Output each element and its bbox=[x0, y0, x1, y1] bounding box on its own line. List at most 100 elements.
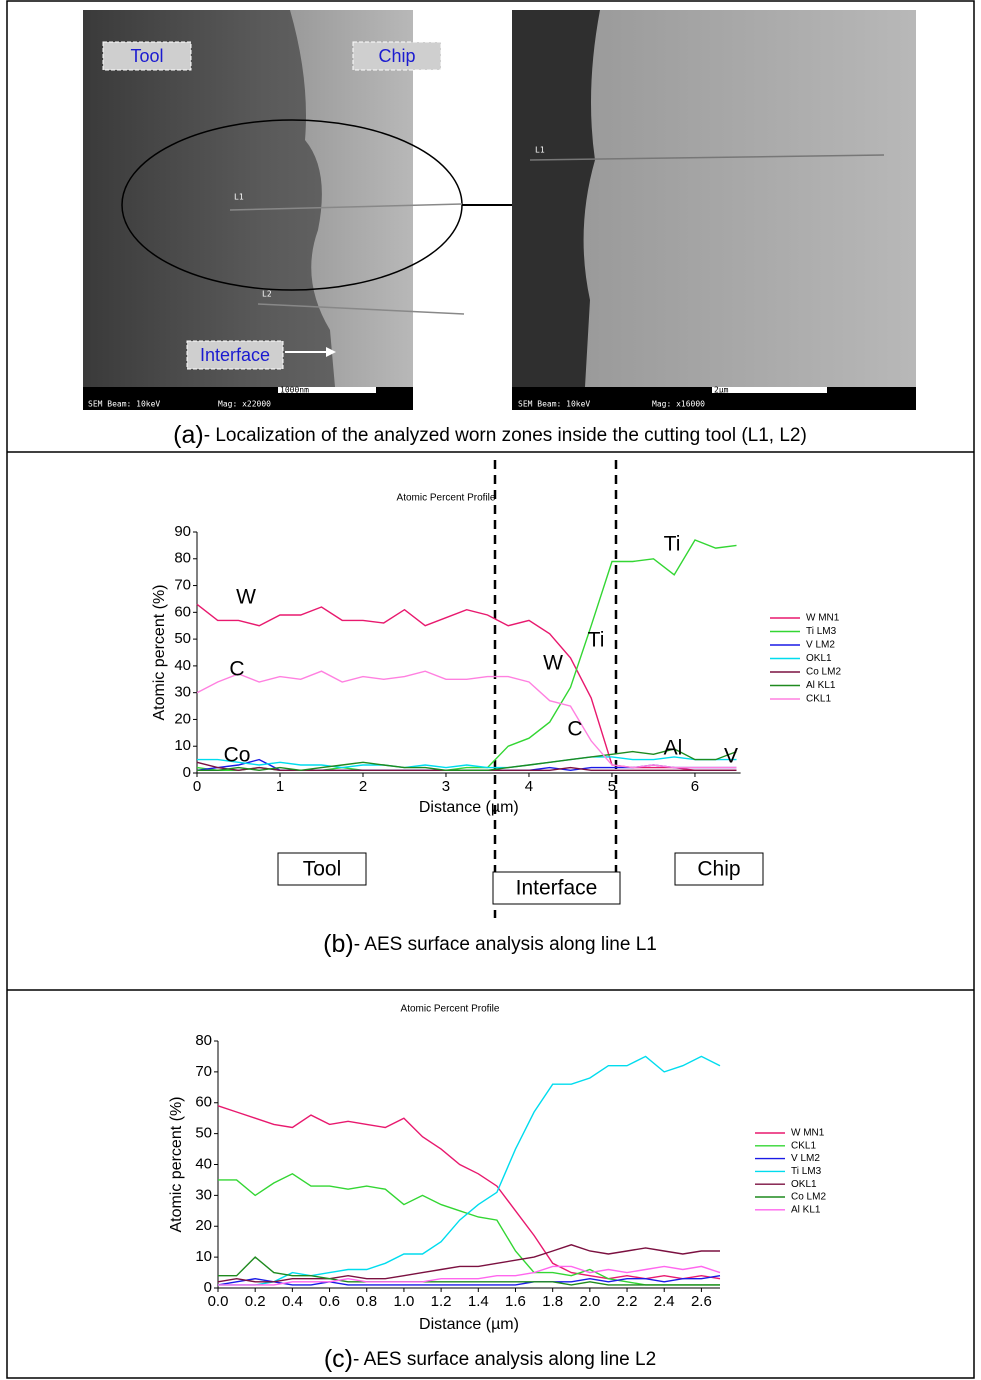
x-tick-label: 2 bbox=[359, 778, 367, 795]
caption: (a)- Localization of the analyzed worn z… bbox=[173, 421, 807, 449]
x-tick-label: 4 bbox=[525, 778, 533, 795]
x-tick-label: 2.2 bbox=[617, 1293, 638, 1310]
legend-label: Co LM2 bbox=[791, 1192, 826, 1203]
label-tool: Tool bbox=[130, 46, 163, 66]
x-tick-label: 0 bbox=[193, 778, 201, 795]
x-tick-label: 5 bbox=[608, 778, 616, 795]
legend-label: V LM2 bbox=[806, 640, 835, 651]
annotation: V bbox=[724, 745, 738, 768]
annotation: Co bbox=[224, 744, 251, 767]
y-tick-label: 30 bbox=[195, 1186, 212, 1203]
sem-scale: 1000nm bbox=[280, 386, 309, 395]
x-tick-label: 0.8 bbox=[356, 1293, 377, 1310]
annotation: W bbox=[543, 652, 563, 675]
y-tick-label: 40 bbox=[174, 657, 191, 674]
region-box bbox=[674, 852, 764, 886]
legend-label: OKL1 bbox=[806, 653, 832, 664]
sem-image-right bbox=[512, 10, 916, 410]
data-line bbox=[217, 1244, 720, 1283]
region-box bbox=[277, 852, 367, 886]
y-tick-label: 80 bbox=[174, 550, 191, 567]
sem-info: SEM Beam: 10keV bbox=[88, 400, 160, 409]
x-tick-label: 1.4 bbox=[468, 1293, 489, 1310]
data-line bbox=[217, 1275, 721, 1286]
data-line bbox=[197, 748, 737, 772]
x-tick-label: 2.6 bbox=[691, 1293, 712, 1310]
x-tick-label: 3 bbox=[442, 778, 450, 795]
label-interface: Interface bbox=[200, 345, 270, 365]
caption-label: (c) bbox=[324, 1345, 353, 1373]
x-axis-label: Distance (µm) bbox=[419, 799, 519, 816]
data-line bbox=[196, 539, 737, 771]
annotation: Ti bbox=[588, 629, 605, 652]
y-tick-label: 60 bbox=[195, 1094, 212, 1111]
y-tick-label: 70 bbox=[174, 577, 191, 594]
legend-label: OKL1 bbox=[791, 1179, 817, 1190]
x-tick-label: 0.2 bbox=[245, 1293, 266, 1310]
y-tick-label: 90 bbox=[174, 523, 191, 540]
y-axis-label: Atomic percent (%) bbox=[168, 1096, 185, 1232]
sem-image-left bbox=[83, 10, 578, 410]
legend-label: W MN1 bbox=[806, 613, 840, 624]
legend-label: CKL1 bbox=[791, 1140, 816, 1151]
legend-label: Ti LM3 bbox=[806, 626, 837, 637]
data-line bbox=[218, 1256, 720, 1286]
annotation: C bbox=[229, 658, 244, 681]
caption-label: (b) bbox=[323, 930, 354, 958]
legend-label: Ti LM3 bbox=[791, 1166, 822, 1177]
caption: (c)- AES surface analysis along line L2 bbox=[324, 1345, 656, 1373]
y-tick-label: 10 bbox=[174, 737, 191, 754]
line-label: L2 bbox=[262, 290, 272, 299]
x-tick-label: 2.0 bbox=[579, 1293, 600, 1310]
y-tick-label: 0 bbox=[204, 1279, 212, 1296]
legend-label: Al KL1 bbox=[791, 1204, 821, 1215]
sem-mag: Mag: x22000 bbox=[218, 400, 271, 409]
frame bbox=[6, 0, 975, 1379]
line-label: L1 bbox=[535, 146, 545, 155]
sem-mag: Mag: x16000 bbox=[652, 400, 705, 409]
x-tick-label: 1.0 bbox=[393, 1293, 414, 1310]
label-chip: Chip bbox=[378, 46, 415, 66]
annotation: Ti bbox=[664, 533, 681, 556]
data-line bbox=[196, 603, 737, 771]
y-tick-label: 60 bbox=[174, 603, 191, 620]
caption-label: (a) bbox=[173, 421, 204, 449]
data-line bbox=[217, 1105, 721, 1280]
chart-title: Atomic Percent Profile bbox=[401, 1004, 500, 1015]
x-axis-label: Distance (µm) bbox=[419, 1316, 519, 1333]
region-label: Tool bbox=[303, 858, 342, 881]
data-line bbox=[218, 1172, 720, 1286]
legend-label: Al KL1 bbox=[806, 680, 836, 691]
legend-label: W MN1 bbox=[791, 1128, 825, 1139]
caption-text: - AES surface analysis along line L2 bbox=[353, 1349, 656, 1370]
y-tick-label: 80 bbox=[195, 1032, 212, 1049]
region-label: Interface bbox=[516, 877, 598, 900]
sem-info: SEM Beam: 10keV bbox=[518, 400, 590, 409]
data-line bbox=[218, 1265, 721, 1286]
line-label: L1 bbox=[234, 193, 244, 202]
data-line bbox=[196, 670, 737, 769]
region-label: Chip bbox=[697, 858, 740, 881]
y-tick-label: 10 bbox=[195, 1248, 212, 1265]
y-tick-label: 40 bbox=[195, 1155, 212, 1172]
y-tick-label: 70 bbox=[195, 1063, 212, 1080]
y-tick-label: 20 bbox=[174, 710, 191, 727]
x-tick-label: 1.6 bbox=[505, 1293, 526, 1310]
legend-label: CKL1 bbox=[806, 694, 831, 705]
chart-title: Atomic Percent Profile bbox=[397, 493, 496, 504]
y-tick-label: 50 bbox=[195, 1125, 212, 1142]
y-tick-label: 50 bbox=[174, 630, 191, 647]
x-tick-label: 0.4 bbox=[282, 1293, 303, 1310]
legend-label: Co LM2 bbox=[806, 667, 841, 678]
y-axis-label: Atomic percent (%) bbox=[151, 584, 168, 720]
x-tick-label: 1 bbox=[276, 778, 284, 795]
data-line bbox=[218, 1055, 721, 1286]
y-tick-label: 30 bbox=[174, 684, 191, 701]
x-tick-label: 1.8 bbox=[542, 1293, 563, 1310]
y-tick-label: 0 bbox=[183, 764, 191, 781]
data-line bbox=[197, 756, 737, 769]
sem-scale: 2µm bbox=[714, 386, 729, 395]
caption-text: - AES surface analysis along line L1 bbox=[354, 934, 657, 955]
annotation: Al bbox=[664, 737, 683, 760]
